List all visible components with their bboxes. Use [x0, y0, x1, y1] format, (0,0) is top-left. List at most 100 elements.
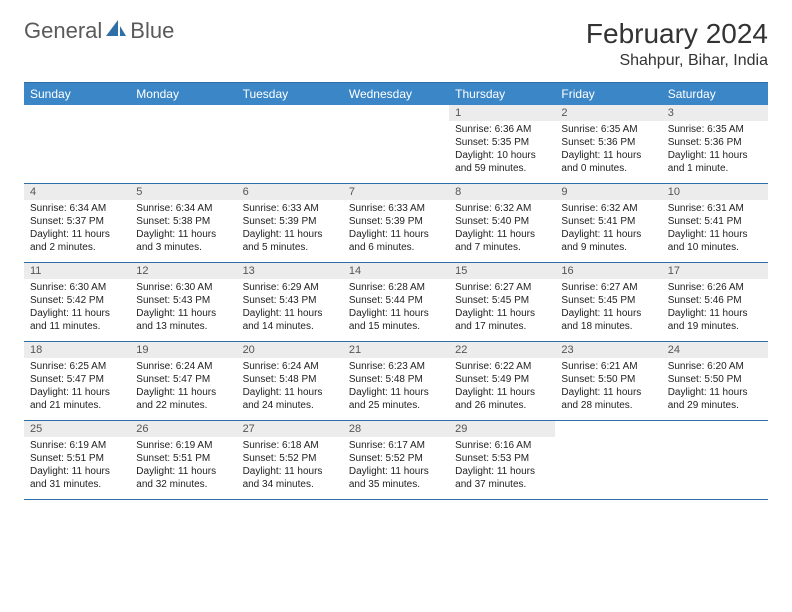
day-details: Sunrise: 6:34 AMSunset: 5:37 PMDaylight:… [24, 200, 130, 258]
day-details: Sunrise: 6:19 AMSunset: 5:51 PMDaylight:… [130, 437, 236, 495]
sunrise-line: Sunrise: 6:19 AM [136, 439, 230, 452]
sunset-line: Sunset: 5:51 PM [136, 452, 230, 465]
calendar-day-cell: 14Sunrise: 6:28 AMSunset: 5:44 PMDayligh… [343, 263, 449, 341]
day-number: 25 [24, 421, 130, 437]
day-details: Sunrise: 6:32 AMSunset: 5:40 PMDaylight:… [449, 200, 555, 258]
brand-logo: General Blue [24, 18, 174, 44]
sunrise-line: Sunrise: 6:31 AM [668, 202, 762, 215]
sunset-line: Sunset: 5:48 PM [349, 373, 443, 386]
calendar-day-cell: 15Sunrise: 6:27 AMSunset: 5:45 PMDayligh… [449, 263, 555, 341]
day-details: Sunrise: 6:21 AMSunset: 5:50 PMDaylight:… [555, 358, 661, 416]
sunset-line: Sunset: 5:46 PM [668, 294, 762, 307]
calendar-day-cell: 20Sunrise: 6:24 AMSunset: 5:48 PMDayligh… [237, 342, 343, 420]
sunset-line: Sunset: 5:36 PM [668, 136, 762, 149]
sunset-line: Sunset: 5:50 PM [561, 373, 655, 386]
sunset-line: Sunset: 5:53 PM [455, 452, 549, 465]
day-number: 8 [449, 184, 555, 200]
daylight-line: Daylight: 11 hours and 9 minutes. [561, 228, 655, 254]
day-number: 4 [24, 184, 130, 200]
daylight-line: Daylight: 11 hours and 28 minutes. [561, 386, 655, 412]
day-number: 27 [237, 421, 343, 437]
calendar-day-cell: 18Sunrise: 6:25 AMSunset: 5:47 PMDayligh… [24, 342, 130, 420]
day-header-cell: Thursday [449, 83, 555, 105]
calendar-empty-cell [555, 421, 661, 499]
day-details: Sunrise: 6:23 AMSunset: 5:48 PMDaylight:… [343, 358, 449, 416]
day-header-row: SundayMondayTuesdayWednesdayThursdayFrid… [24, 83, 768, 105]
calendar-day-cell: 27Sunrise: 6:18 AMSunset: 5:52 PMDayligh… [237, 421, 343, 499]
calendar-day-cell: 12Sunrise: 6:30 AMSunset: 5:43 PMDayligh… [130, 263, 236, 341]
day-details: Sunrise: 6:19 AMSunset: 5:51 PMDaylight:… [24, 437, 130, 495]
daylight-line: Daylight: 11 hours and 7 minutes. [455, 228, 549, 254]
daylight-line: Daylight: 11 hours and 3 minutes. [136, 228, 230, 254]
day-details: Sunrise: 6:30 AMSunset: 5:42 PMDaylight:… [24, 279, 130, 337]
sunrise-line: Sunrise: 6:34 AM [136, 202, 230, 215]
daylight-line: Daylight: 10 hours and 59 minutes. [455, 149, 549, 175]
day-details: Sunrise: 6:17 AMSunset: 5:52 PMDaylight:… [343, 437, 449, 495]
calendar-day-cell: 17Sunrise: 6:26 AMSunset: 5:46 PMDayligh… [662, 263, 768, 341]
calendar-day-cell: 4Sunrise: 6:34 AMSunset: 5:37 PMDaylight… [24, 184, 130, 262]
calendar-day-cell: 26Sunrise: 6:19 AMSunset: 5:51 PMDayligh… [130, 421, 236, 499]
sunrise-line: Sunrise: 6:23 AM [349, 360, 443, 373]
sunrise-line: Sunrise: 6:26 AM [668, 281, 762, 294]
sunrise-line: Sunrise: 6:17 AM [349, 439, 443, 452]
day-number: 24 [662, 342, 768, 358]
sunrise-line: Sunrise: 6:27 AM [561, 281, 655, 294]
day-details: Sunrise: 6:26 AMSunset: 5:46 PMDaylight:… [662, 279, 768, 337]
month-title: February 2024 [586, 18, 768, 50]
day-number: 26 [130, 421, 236, 437]
daylight-line: Daylight: 11 hours and 13 minutes. [136, 307, 230, 333]
daylight-line: Daylight: 11 hours and 31 minutes. [30, 465, 124, 491]
brand-sail-icon [104, 18, 128, 44]
sunset-line: Sunset: 5:39 PM [243, 215, 337, 228]
calendar-day-cell: 25Sunrise: 6:19 AMSunset: 5:51 PMDayligh… [24, 421, 130, 499]
day-header-cell: Wednesday [343, 83, 449, 105]
brand-text-general: General [24, 18, 102, 44]
daylight-line: Daylight: 11 hours and 32 minutes. [136, 465, 230, 491]
sunrise-line: Sunrise: 6:33 AM [243, 202, 337, 215]
sunset-line: Sunset: 5:50 PM [668, 373, 762, 386]
calendar-week-row: 11Sunrise: 6:30 AMSunset: 5:42 PMDayligh… [24, 263, 768, 342]
calendar-day-cell: 6Sunrise: 6:33 AMSunset: 5:39 PMDaylight… [237, 184, 343, 262]
day-number: 5 [130, 184, 236, 200]
sunset-line: Sunset: 5:36 PM [561, 136, 655, 149]
sunrise-line: Sunrise: 6:18 AM [243, 439, 337, 452]
day-number: 10 [662, 184, 768, 200]
calendar-day-cell: 13Sunrise: 6:29 AMSunset: 5:43 PMDayligh… [237, 263, 343, 341]
daylight-line: Daylight: 11 hours and 11 minutes. [30, 307, 124, 333]
daylight-line: Daylight: 11 hours and 15 minutes. [349, 307, 443, 333]
daylight-line: Daylight: 11 hours and 25 minutes. [349, 386, 443, 412]
day-details: Sunrise: 6:33 AMSunset: 5:39 PMDaylight:… [237, 200, 343, 258]
title-block: February 2024 Shahpur, Bihar, India [586, 18, 768, 70]
day-number: 17 [662, 263, 768, 279]
sunrise-line: Sunrise: 6:30 AM [136, 281, 230, 294]
day-number: 1 [449, 105, 555, 121]
daylight-line: Daylight: 11 hours and 19 minutes. [668, 307, 762, 333]
calendar-empty-cell [24, 105, 130, 183]
sunset-line: Sunset: 5:43 PM [136, 294, 230, 307]
location-text: Shahpur, Bihar, India [586, 52, 768, 70]
daylight-line: Daylight: 11 hours and 6 minutes. [349, 228, 443, 254]
calendar-day-cell: 1Sunrise: 6:36 AMSunset: 5:35 PMDaylight… [449, 105, 555, 183]
day-header-cell: Tuesday [237, 83, 343, 105]
sunrise-line: Sunrise: 6:32 AM [455, 202, 549, 215]
calendar-day-cell: 21Sunrise: 6:23 AMSunset: 5:48 PMDayligh… [343, 342, 449, 420]
calendar-empty-cell [130, 105, 236, 183]
calendar-day-cell: 2Sunrise: 6:35 AMSunset: 5:36 PMDaylight… [555, 105, 661, 183]
day-details: Sunrise: 6:24 AMSunset: 5:47 PMDaylight:… [130, 358, 236, 416]
page-header: General Blue February 2024 Shahpur, Biha… [24, 18, 768, 70]
day-details: Sunrise: 6:18 AMSunset: 5:52 PMDaylight:… [237, 437, 343, 495]
calendar-day-cell: 16Sunrise: 6:27 AMSunset: 5:45 PMDayligh… [555, 263, 661, 341]
calendar-day-cell: 8Sunrise: 6:32 AMSunset: 5:40 PMDaylight… [449, 184, 555, 262]
sunrise-line: Sunrise: 6:32 AM [561, 202, 655, 215]
day-number: 9 [555, 184, 661, 200]
calendar-empty-cell [237, 105, 343, 183]
sunset-line: Sunset: 5:47 PM [30, 373, 124, 386]
day-details: Sunrise: 6:24 AMSunset: 5:48 PMDaylight:… [237, 358, 343, 416]
day-number: 18 [24, 342, 130, 358]
calendar-week-row: 25Sunrise: 6:19 AMSunset: 5:51 PMDayligh… [24, 421, 768, 500]
day-details: Sunrise: 6:20 AMSunset: 5:50 PMDaylight:… [662, 358, 768, 416]
day-details: Sunrise: 6:31 AMSunset: 5:41 PMDaylight:… [662, 200, 768, 258]
calendar-empty-cell [662, 421, 768, 499]
calendar-day-cell: 5Sunrise: 6:34 AMSunset: 5:38 PMDaylight… [130, 184, 236, 262]
day-number: 22 [449, 342, 555, 358]
